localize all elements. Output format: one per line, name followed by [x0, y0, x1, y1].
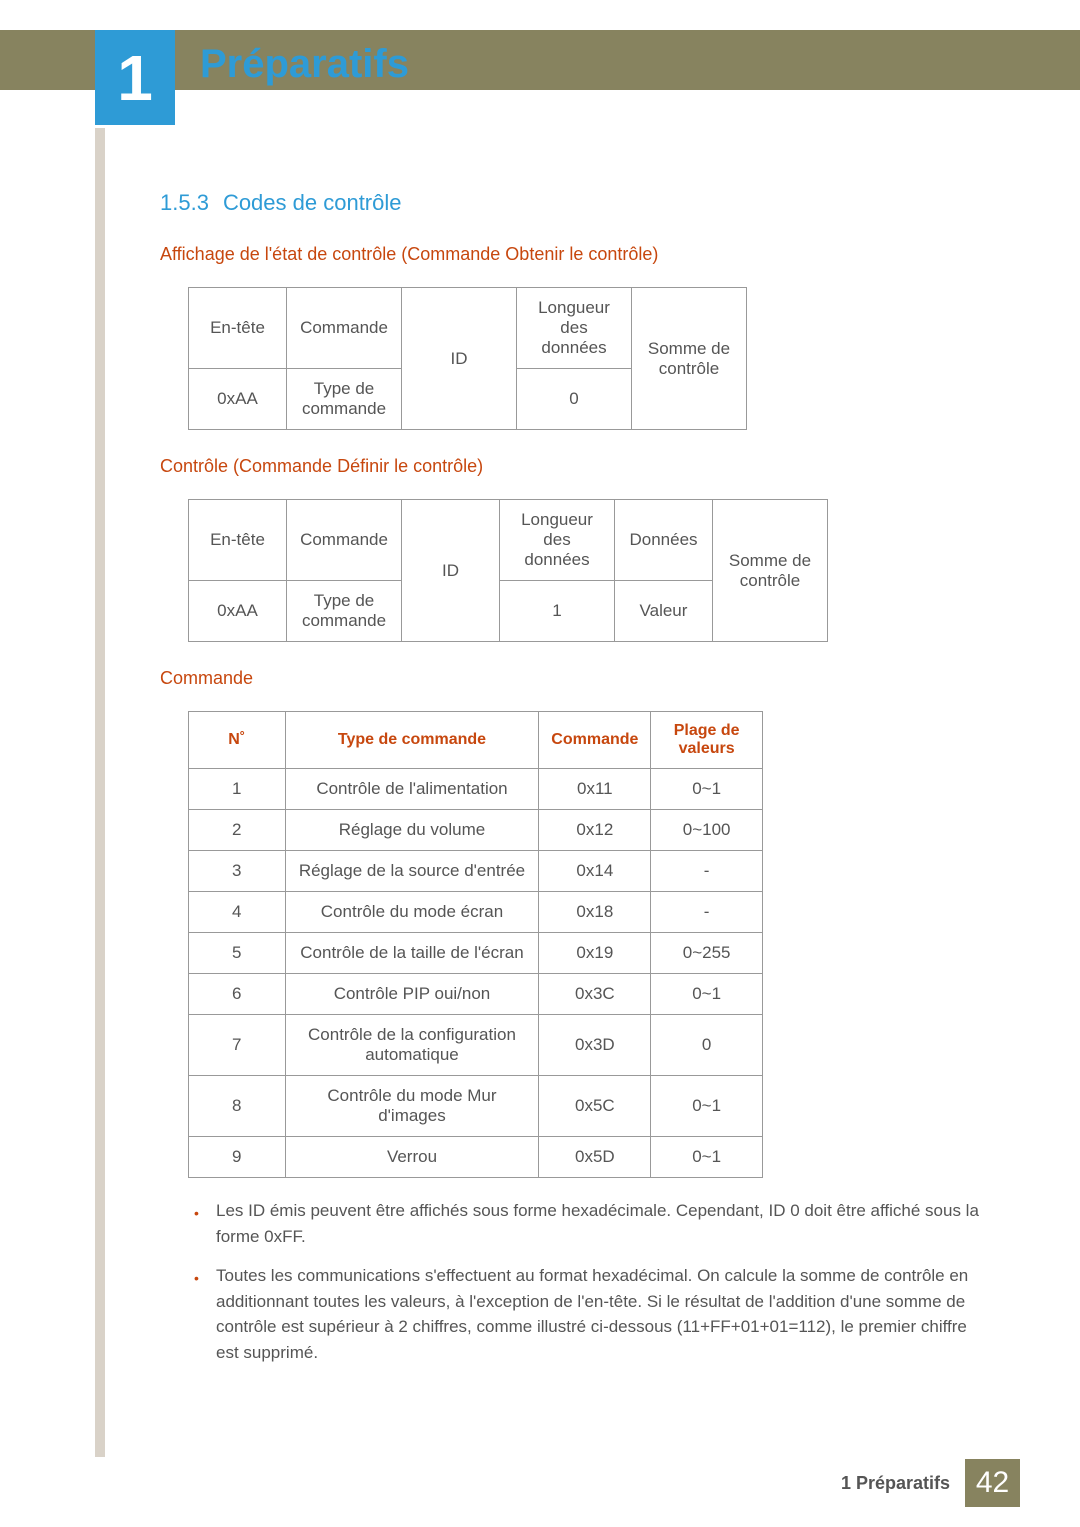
cell: 0~100 — [651, 810, 763, 851]
subhead-1: Affichage de l'état de contrôle (Command… — [160, 244, 985, 265]
cell: Longueur des données — [517, 288, 632, 369]
cell: Longueur des données — [500, 500, 615, 581]
cell: En-tête — [189, 500, 287, 581]
footer: 1 Préparatifs 42 — [841, 1459, 1020, 1507]
cell: 8 — [189, 1076, 286, 1137]
col-header: N˚ — [189, 712, 286, 769]
list-item: Les ID émis peuvent être affichés sous f… — [188, 1198, 985, 1249]
cell: 0x5D — [539, 1137, 651, 1178]
section-heading: 1.5.3 Codes de contrôle — [160, 190, 985, 216]
cell: Contrôle PIP oui/non — [285, 974, 539, 1015]
cell: Contrôle du mode écran — [285, 892, 539, 933]
cell: - — [651, 851, 763, 892]
cell: 5 — [189, 933, 286, 974]
cell: Données — [615, 500, 713, 581]
table-row: 5Contrôle de la taille de l'écran0x190~2… — [189, 933, 763, 974]
cell: 1 — [189, 769, 286, 810]
cell: Contrôle du mode Mur d'images — [285, 1076, 539, 1137]
cell: 0~1 — [651, 769, 763, 810]
cell: 0 — [651, 1015, 763, 1076]
section-title: Codes de contrôle — [223, 190, 402, 215]
cell: 0~1 — [651, 974, 763, 1015]
table-row: 9Verrou0x5D0~1 — [189, 1137, 763, 1178]
cell: 0~1 — [651, 1076, 763, 1137]
cell: 0xAA — [189, 581, 287, 642]
cell: Commande — [287, 288, 402, 369]
content-area: 1.5.3 Codes de contrôle Affichage de l'ét… — [160, 190, 985, 1379]
page-number: 42 — [965, 1459, 1020, 1507]
table-row: 4Contrôle du mode écran0x18- — [189, 892, 763, 933]
table-row: 3Réglage de la source d'entrée0x14- — [189, 851, 763, 892]
table-get-control: En-tête Commande ID Longueur des données… — [188, 287, 747, 430]
cell: ID — [402, 500, 500, 642]
table-row: 6Contrôle PIP oui/non0x3C0~1 — [189, 974, 763, 1015]
chapter-number-box: 1 — [95, 30, 175, 125]
cell: Contrôle de la configuration automatique — [285, 1015, 539, 1076]
cell: Type de commande — [287, 581, 402, 642]
cell: 2 — [189, 810, 286, 851]
cell: 0x12 — [539, 810, 651, 851]
cell: 0x5C — [539, 1076, 651, 1137]
side-line — [95, 128, 105, 1457]
col-header: Type de commande — [285, 712, 539, 769]
cell: Valeur — [615, 581, 713, 642]
section-number: 1.5.3 — [160, 190, 209, 215]
cell: 0x14 — [539, 851, 651, 892]
cell: Réglage de la source d'entrée — [285, 851, 539, 892]
table-row: 7Contrôle de la configuration automatiqu… — [189, 1015, 763, 1076]
subhead-3: Commande — [160, 668, 985, 689]
cell: 0~255 — [651, 933, 763, 974]
cell: 0xAA — [189, 369, 287, 430]
cell: 1 — [500, 581, 615, 642]
cell: 6 — [189, 974, 286, 1015]
footer-text: 1 Préparatifs — [841, 1473, 950, 1494]
cell: - — [651, 892, 763, 933]
table-commands: N˚ Type de commande Commande Plage de va… — [188, 711, 763, 1178]
cell: Somme de contrôle — [632, 288, 747, 430]
cell: 9 — [189, 1137, 286, 1178]
col-header: Commande — [539, 712, 651, 769]
cell: Contrôle de l'alimentation — [285, 769, 539, 810]
cell: 0x11 — [539, 769, 651, 810]
cell: 0x3C — [539, 974, 651, 1015]
cell: 0~1 — [651, 1137, 763, 1178]
cell: 0x19 — [539, 933, 651, 974]
cell: Type de commande — [287, 369, 402, 430]
cell: 0 — [517, 369, 632, 430]
table-row: 2Réglage du volume0x120~100 — [189, 810, 763, 851]
cell: En-tête — [189, 288, 287, 369]
cell: Commande — [287, 500, 402, 581]
cell: Verrou — [285, 1137, 539, 1178]
table-set-control: En-tête Commande ID Longueur des données… — [188, 499, 828, 642]
notes-list: Les ID émis peuvent être affichés sous f… — [188, 1198, 985, 1365]
cell: 0x18 — [539, 892, 651, 933]
list-item: Toutes les communications s'effectuent a… — [188, 1263, 985, 1365]
col-header: Plage de valeurs — [651, 712, 763, 769]
cell: 4 — [189, 892, 286, 933]
cell: Somme de contrôle — [713, 500, 828, 642]
cell: Réglage du volume — [285, 810, 539, 851]
cell: 7 — [189, 1015, 286, 1076]
cell: 0x3D — [539, 1015, 651, 1076]
chapter-number: 1 — [117, 41, 153, 115]
chapter-title: Préparatifs — [200, 42, 409, 87]
table-row: 1Contrôle de l'alimentation0x110~1 — [189, 769, 763, 810]
cell: 3 — [189, 851, 286, 892]
table-row: 8Contrôle du mode Mur d'images0x5C0~1 — [189, 1076, 763, 1137]
cell: Contrôle de la taille de l'écran — [285, 933, 539, 974]
cell: ID — [402, 288, 517, 430]
subhead-2: Contrôle (Commande Définir le contrôle) — [160, 456, 985, 477]
